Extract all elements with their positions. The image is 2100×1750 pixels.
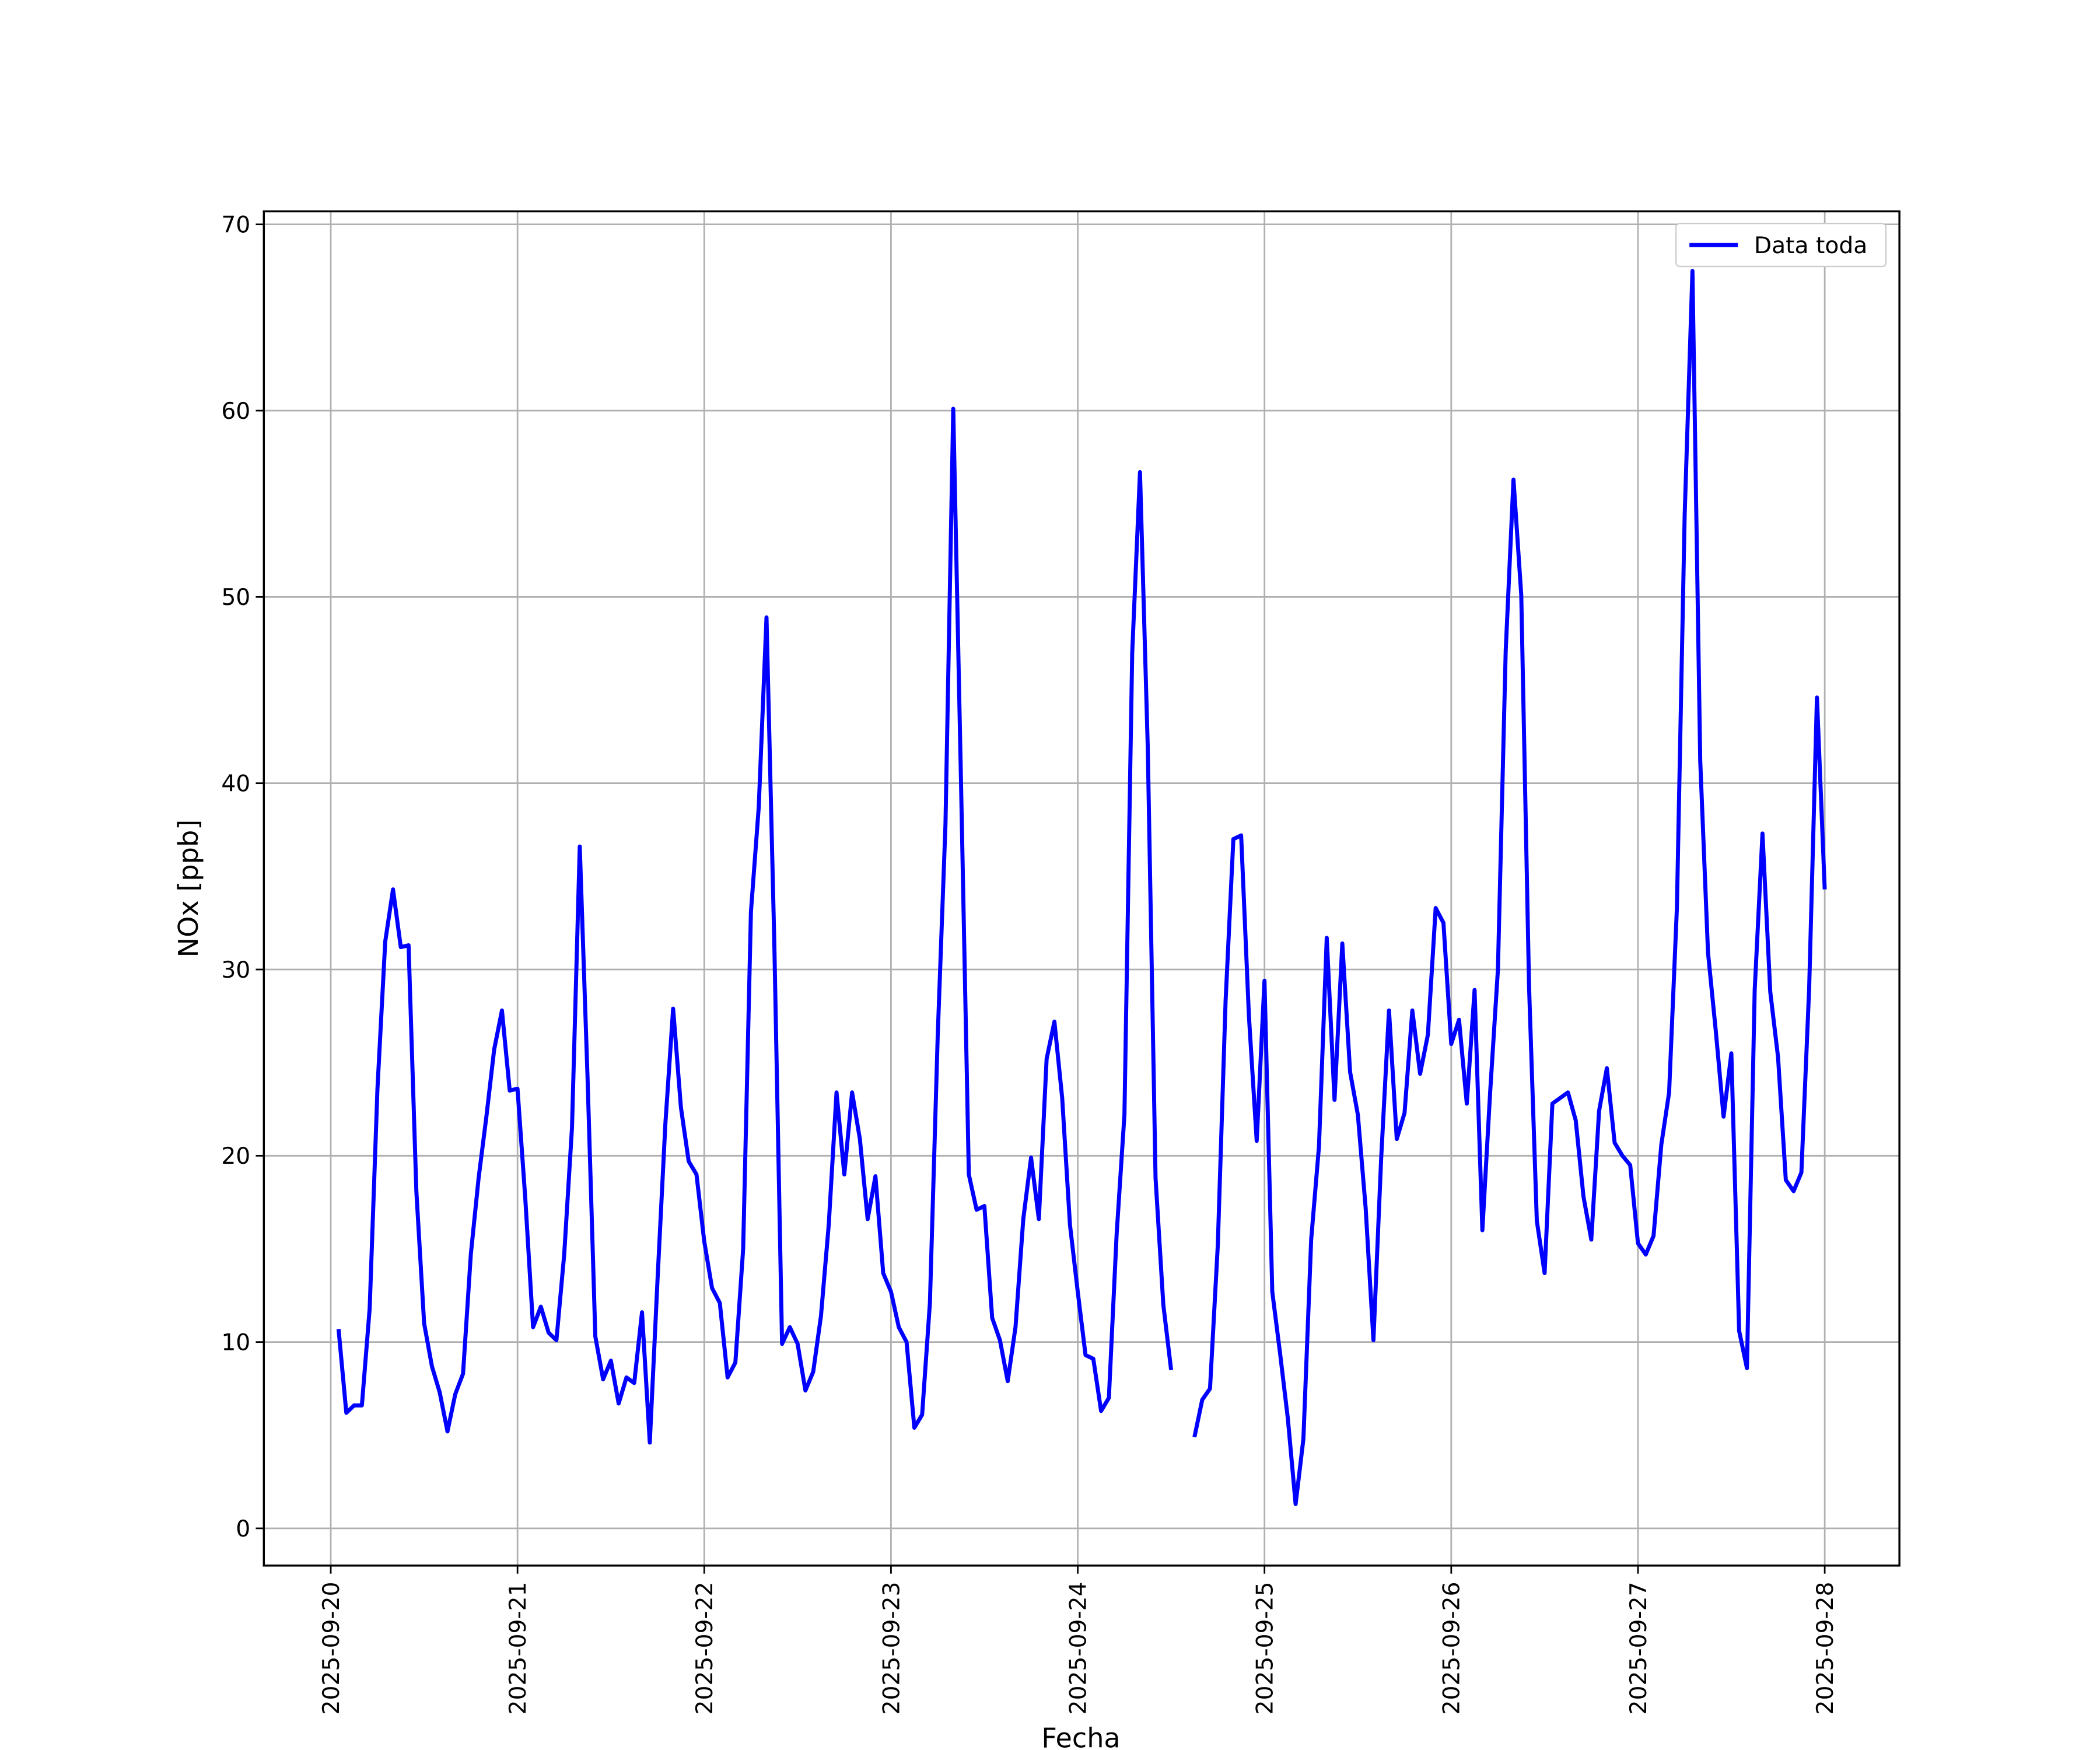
y-axis-label: NOx [ppb]: [173, 820, 204, 958]
y-tick-label: 50: [221, 584, 250, 611]
x-tick-label: 2025-09-23: [878, 1582, 905, 1715]
legend-label: Data toda: [1754, 233, 1867, 259]
plot-frame: [262, 210, 1901, 1567]
y-tick-label: 70: [221, 212, 250, 239]
x-tick-label: 2025-09-20: [318, 1582, 345, 1715]
x-tick-label: 2025-09-27: [1626, 1582, 1652, 1715]
x-tick-label: 2025-09-28: [1812, 1582, 1839, 1715]
y-tick-label: 40: [221, 771, 250, 797]
y-tick-label: 30: [221, 957, 250, 984]
x-tick-label: 2025-09-26: [1439, 1582, 1465, 1715]
x-axis-label: Fecha: [1041, 1722, 1120, 1750]
x-tick-label: 2025-09-25: [1252, 1582, 1279, 1715]
y-tick-label: 60: [221, 398, 250, 425]
data-line: [336, 269, 1827, 1506]
x-tick-label: 2025-09-21: [505, 1582, 531, 1715]
legend-box: [1675, 222, 1887, 268]
y-tick-label: 20: [221, 1143, 250, 1170]
x-tick-label: 2025-09-24: [1065, 1582, 1091, 1715]
x-tick-label: 2025-09-22: [692, 1582, 718, 1715]
y-tick-label: 10: [221, 1329, 250, 1356]
y-tick-label: 0: [236, 1516, 250, 1542]
